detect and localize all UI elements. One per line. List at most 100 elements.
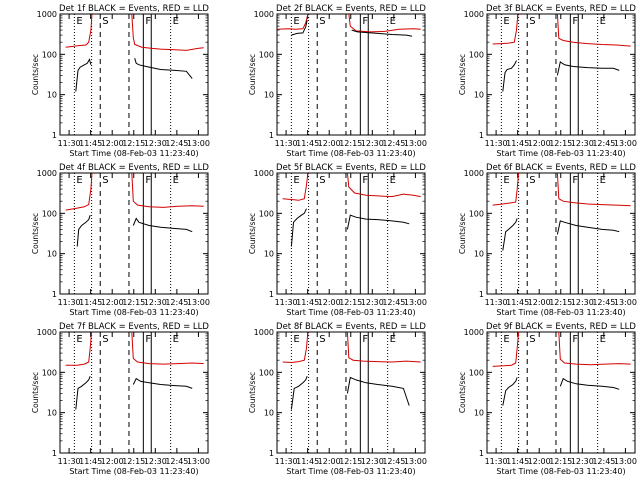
x-tick-label: 12:45 bbox=[382, 139, 405, 148]
y-tick-label: 10 bbox=[264, 250, 274, 259]
x-tick-label: 12:45 bbox=[165, 298, 188, 307]
lld-rate-line bbox=[346, 332, 421, 363]
lld-rate-line bbox=[558, 332, 631, 366]
y-tick-label: 1000 bbox=[37, 10, 57, 19]
x-tick-label: 13:00 bbox=[187, 457, 210, 466]
x-axis-label: Start Time (08-Feb-03 11:23:40) bbox=[69, 467, 198, 476]
marker-letter: E bbox=[76, 175, 82, 186]
panel-title: Det 9f BLACK = Events, RED = LLD bbox=[486, 322, 636, 332]
x-tick-label: 13:00 bbox=[614, 298, 637, 307]
y-axis-label: Counts/sec bbox=[458, 213, 467, 254]
x-tick-label: 11:45 bbox=[506, 457, 529, 466]
y-tick-label: 10 bbox=[264, 91, 274, 100]
x-tick-label: 11:30 bbox=[275, 457, 298, 466]
x-axis-label: Start Time (08-Feb-03 11:23:40) bbox=[496, 467, 625, 476]
y-axis-label: Counts/sec bbox=[248, 372, 257, 413]
marker-letter: S bbox=[319, 334, 325, 345]
detector-panel-9: Det 9f BLACK = Events, RED = LLD 1 10 100 10… bbox=[458, 322, 637, 476]
plot-frame bbox=[486, 172, 636, 295]
marker-letter: S bbox=[529, 16, 535, 27]
detector-panel-5: Det 5f BLACK = Events, RED = LLD 1 10 100 10… bbox=[248, 163, 427, 317]
y-tick-label: 100 bbox=[259, 209, 274, 218]
x-tick-label: 12:30 bbox=[361, 457, 384, 466]
x-tick-label: 12:00 bbox=[318, 457, 341, 466]
marker-letter: E bbox=[390, 175, 396, 186]
x-tick-label: 11:30 bbox=[58, 298, 81, 307]
x-tick-label: 12:00 bbox=[528, 298, 551, 307]
x-tick-label: 11:30 bbox=[275, 139, 298, 148]
y-tick-label: 1 bbox=[479, 449, 484, 458]
panel-title: Det 3f BLACK = Events, RED = LLD bbox=[486, 4, 636, 14]
marker-letter: S bbox=[319, 175, 325, 186]
x-tick-label: 11:45 bbox=[506, 139, 529, 148]
y-tick-label: 10 bbox=[264, 409, 274, 418]
x-tick-label: 11:45 bbox=[296, 139, 319, 148]
marker-letter: E bbox=[503, 334, 509, 345]
y-tick-label: 10 bbox=[47, 409, 57, 418]
x-tick-label: 13:00 bbox=[187, 298, 210, 307]
lld-rate-line bbox=[277, 14, 309, 30]
lld-rate-line bbox=[65, 173, 93, 211]
y-tick-label: 100 bbox=[469, 209, 484, 218]
marker-letter: E bbox=[600, 16, 606, 27]
y-tick-label: 100 bbox=[469, 368, 484, 377]
detector-panel-1: Det 1f BLACK = Events, RED = LLD 1 10 100 10… bbox=[31, 4, 210, 158]
x-tick-label: 12:15 bbox=[339, 139, 362, 148]
event-rate-line bbox=[556, 220, 620, 235]
plot-frame bbox=[486, 13, 636, 136]
x-tick-label: 12:00 bbox=[101, 298, 124, 307]
plot-frame bbox=[59, 13, 209, 136]
lld-rate-line bbox=[492, 332, 520, 367]
marker-letter: F bbox=[362, 16, 368, 27]
x-tick-label: 12:30 bbox=[571, 457, 594, 466]
y-tick-label: 100 bbox=[42, 368, 57, 377]
y-tick-label: 1 bbox=[52, 131, 57, 140]
x-tick-label: 12:15 bbox=[549, 457, 572, 466]
y-tick-label: 10 bbox=[47, 250, 57, 259]
marker-letter: F bbox=[572, 175, 578, 186]
x-tick-label: 12:45 bbox=[592, 457, 615, 466]
x-tick-label: 11:30 bbox=[485, 139, 508, 148]
x-tick-label: 12:45 bbox=[592, 139, 615, 148]
x-tick-label: 12:45 bbox=[592, 298, 615, 307]
y-tick-label: 1 bbox=[269, 290, 274, 299]
y-tick-label: 100 bbox=[42, 50, 57, 59]
event-rate-line bbox=[559, 377, 620, 390]
x-axis-label: Start Time (08-Feb-03 11:23:40) bbox=[496, 149, 625, 158]
detector-panel-7: Det 7f BLACK = Events, RED = LLD 1 10 100 10… bbox=[31, 322, 210, 476]
panel-title: Det 7f BLACK = Events, RED = LLD bbox=[59, 322, 209, 332]
x-axis-label: Start Time (08-Feb-03 11:23:40) bbox=[286, 149, 415, 158]
x-tick-label: 11:45 bbox=[79, 457, 102, 466]
detector-panel-4: Det 4f BLACK = Events, RED = LLD 1 10 100 10… bbox=[31, 163, 210, 317]
lld-rate-line bbox=[492, 173, 520, 206]
x-tick-label: 12:15 bbox=[339, 298, 362, 307]
x-tick-label: 11:30 bbox=[485, 298, 508, 307]
event-rate-line bbox=[290, 208, 307, 247]
x-tick-label: 11:45 bbox=[296, 298, 319, 307]
lld-rate-line bbox=[282, 173, 309, 201]
y-tick-label: 1000 bbox=[464, 328, 484, 337]
x-tick-label: 12:45 bbox=[165, 457, 188, 466]
lld-rate-line bbox=[556, 173, 631, 207]
x-axis-label: Start Time (08-Feb-03 11:23:40) bbox=[286, 467, 415, 476]
x-tick-label: 12:00 bbox=[101, 139, 124, 148]
marker-letter: E bbox=[600, 334, 606, 345]
x-tick-label: 12:15 bbox=[122, 139, 145, 148]
event-rate-line bbox=[291, 20, 308, 36]
marker-letter: S bbox=[102, 175, 108, 186]
marker-letter: F bbox=[145, 334, 151, 345]
panel-title: Det 8f BLACK = Events, RED = LLD bbox=[276, 322, 426, 332]
marker-letter: F bbox=[572, 334, 578, 345]
marker-letter: E bbox=[293, 175, 299, 186]
x-tick-label: 13:00 bbox=[614, 139, 637, 148]
y-tick-label: 1 bbox=[52, 449, 57, 458]
y-axis-label: Counts/sec bbox=[31, 54, 40, 95]
marker-letter: F bbox=[145, 16, 151, 27]
event-rate-line bbox=[76, 215, 91, 247]
x-tick-label: 12:15 bbox=[122, 457, 145, 466]
detector-panel-6: Det 6f BLACK = Events, RED = LLD 1 10 100 10… bbox=[458, 163, 637, 317]
lld-rate-line bbox=[492, 14, 519, 45]
y-axis-label: Counts/sec bbox=[31, 372, 40, 413]
marker-letter: S bbox=[529, 175, 535, 186]
